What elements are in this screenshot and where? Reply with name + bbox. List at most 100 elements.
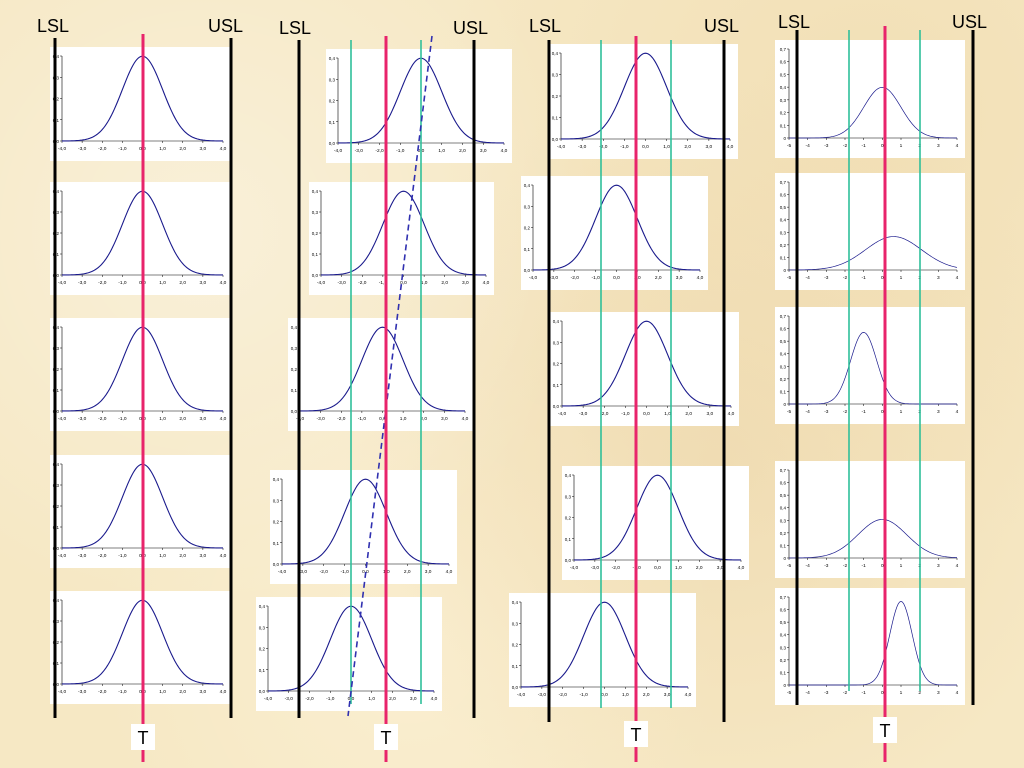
x-tick-label: 0,0 <box>379 416 386 422</box>
y-tick-label: 0,0 <box>565 558 572 563</box>
x-tick-label: 1 <box>900 690 903 696</box>
y-tick-label: 0,4 <box>780 352 787 357</box>
x-tick-label: 1,0 <box>159 146 166 152</box>
x-tick-label: 4,0 <box>738 565 745 571</box>
y-tick-label: 0,7 <box>780 595 787 600</box>
x-tick-label: 4,0 <box>220 280 227 286</box>
y-tick-label: 0,3 <box>780 98 787 103</box>
x-tick-label: 0 <box>881 409 884 415</box>
y-tick-label: 0,4 <box>273 477 280 482</box>
x-tick-label: 3,0 <box>441 416 448 422</box>
x-tick-label: -4,0 <box>58 553 67 559</box>
x-tick-label: 2,0 <box>696 565 703 571</box>
y-tick-label: 0,3 <box>524 204 531 209</box>
x-tick-label: 3,0 <box>676 275 683 281</box>
x-tick-label: -2,0 <box>337 416 346 422</box>
x-tick-label: -5 <box>787 409 792 415</box>
x-tick-label: 4,0 <box>727 144 734 150</box>
density-curve <box>788 519 958 559</box>
x-tick-label: -3 <box>824 690 829 696</box>
x-tick-label: 2,0 <box>420 416 427 422</box>
chart-panel-2-3 <box>288 318 473 431</box>
y-tick-label: 0,0 <box>512 685 519 690</box>
y-tick-label: 0,4 <box>780 633 787 638</box>
y-tick-label: 0,4 <box>552 51 559 56</box>
x-tick-label: 3,0 <box>200 280 207 286</box>
x-tick-label: -1,0 <box>118 553 127 559</box>
x-tick-label: 2,0 <box>643 692 650 698</box>
x-tick-label: -3,0 <box>337 280 346 286</box>
x-tick-label: 1 <box>900 143 903 149</box>
x-tick-label: -2,0 <box>599 144 608 150</box>
y-tick-label: 0,2 <box>780 658 787 663</box>
chart-panel-4-5 <box>775 588 965 705</box>
y-tick-label: 0,1 <box>273 541 280 546</box>
x-tick-label: 0,0 <box>642 144 649 150</box>
x-tick-label: -1 <box>862 563 867 569</box>
x-tick-label: 2,0 <box>389 696 396 702</box>
y-tick-label: 0 <box>783 556 786 561</box>
x-tick-label: 0 <box>881 690 884 696</box>
x-tick-label: 3,0 <box>200 416 207 422</box>
x-tick-label: 4,0 <box>446 569 453 575</box>
x-tick-label: -5 <box>787 690 792 696</box>
x-tick-label: -2 <box>843 563 848 569</box>
density-curve <box>573 474 742 561</box>
x-tick-label: -2 <box>843 409 848 415</box>
y-tick-label: 0 <box>783 268 786 273</box>
x-tick-label: -4,0 <box>264 696 273 702</box>
y-tick-label: 0,0 <box>312 273 319 278</box>
x-tick-label: -3,0 <box>316 416 325 422</box>
usl-label-4: USL <box>952 12 987 32</box>
x-tick-label: -4,0 <box>58 416 67 422</box>
x-tick-label: 0,0 <box>601 692 608 698</box>
x-tick-label: -3 <box>824 275 829 281</box>
usl-label-1: USL <box>208 16 243 36</box>
chart-panel-2-1 <box>326 49 512 163</box>
chart-panel-1-4 <box>50 455 231 568</box>
x-tick-label: -3,0 <box>355 148 364 154</box>
x-tick-label: 1,0 <box>368 696 375 702</box>
x-tick-label: 1,0 <box>421 280 428 286</box>
x-tick-label: 1,0 <box>400 416 407 422</box>
x-tick-label: -3,0 <box>78 280 87 286</box>
x-tick-label: -2,0 <box>305 696 314 702</box>
x-tick-label: 2,0 <box>179 689 186 695</box>
column-1: 0,00,10,20,30,4-4,0-3,0-2,0-1,00,01,02,0… <box>50 47 231 704</box>
y-tick-label: 0,4 <box>312 189 319 194</box>
y-tick-label: 0,0 <box>553 404 560 409</box>
y-tick-label: 0 <box>783 136 786 141</box>
x-tick-label: -3 <box>824 143 829 149</box>
y-tick-label: 0,0 <box>524 268 531 273</box>
x-tick-label: -5 <box>787 143 792 149</box>
x-tick-label: 1,0 <box>438 148 445 154</box>
x-tick-label: 3,0 <box>200 146 207 152</box>
x-tick-label: 1 <box>900 275 903 281</box>
x-tick-label: -3,0 <box>299 569 308 575</box>
y-tick-label: 0,4 <box>565 473 572 478</box>
y-tick-label: 0,2 <box>524 226 531 231</box>
x-tick-label: -4,0 <box>517 692 526 698</box>
x-tick-label: 3,0 <box>200 689 207 695</box>
y-tick-label: 0,2 <box>291 367 298 372</box>
density-curve <box>532 184 701 271</box>
x-tick-label: 2,0 <box>179 280 186 286</box>
x-tick-label: -2,0 <box>571 275 580 281</box>
density-curve <box>299 326 466 412</box>
chart-panel-1-5 <box>50 591 231 704</box>
density-curve <box>789 86 957 139</box>
y-tick-label: 0,2 <box>780 531 787 536</box>
chart-panel-2-5 <box>256 597 442 711</box>
x-tick-label: -1,0 <box>621 411 630 417</box>
y-tick-label: 0,5 <box>780 493 787 498</box>
x-tick-label: 4,0 <box>220 689 227 695</box>
target-label-4: T <box>880 721 891 741</box>
y-tick-label: 0,1 <box>780 255 787 260</box>
y-tick-label: 0,5 <box>780 205 787 210</box>
x-tick-label: -1,0 <box>118 280 127 286</box>
target-label-box-3 <box>624 721 648 747</box>
y-tick-label: 0,2 <box>512 643 519 648</box>
x-tick-label: 3,0 <box>664 692 671 698</box>
y-tick-label: 0,0 <box>552 137 559 142</box>
